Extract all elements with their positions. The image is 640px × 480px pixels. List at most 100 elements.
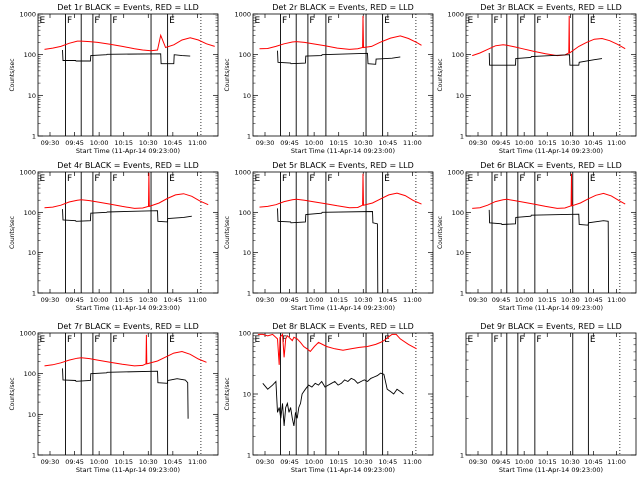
plot-frame: [465, 332, 637, 456]
state-flag: F: [94, 174, 99, 184]
state-flag: F: [327, 16, 332, 26]
x-tick-label: 09:30: [469, 139, 488, 147]
y-tick-label: 1000: [447, 11, 464, 19]
x-tick-label: 11:00: [607, 296, 626, 304]
x-tick-label: 11:00: [403, 296, 422, 304]
state-flag: E: [384, 174, 390, 184]
state-flag: E: [40, 16, 46, 26]
x-tick-label: 09:45: [65, 139, 84, 147]
panel-title: Det 5r BLACK = Events, RED = LLD: [272, 161, 414, 170]
state-flag: F: [327, 174, 332, 184]
x-tick-label: 09:30: [469, 296, 488, 304]
x-tick-label: 10:00: [305, 139, 324, 147]
plot-frame: [37, 171, 219, 294]
y-tick-label: 100: [24, 370, 36, 378]
x-tick-label: 09:45: [65, 296, 84, 304]
state-flag: F: [494, 335, 499, 345]
y-tick-label: 100: [239, 209, 251, 217]
panel-title: Det 4r BLACK = Events, RED = LLD: [57, 161, 199, 170]
x-tick-label: 10:00: [515, 296, 534, 304]
x-tick-label: 09:30: [256, 296, 275, 304]
plot-frame: [37, 13, 219, 137]
x-tick-label: 09:45: [280, 458, 299, 466]
state-flag: E: [590, 174, 596, 184]
x-tick-label: 11:00: [188, 296, 207, 304]
event-rate-line: [262, 372, 404, 426]
panel-title: Det 7r BLACK = Events, RED = LLD: [57, 322, 199, 331]
state-flag: E: [40, 335, 46, 345]
state-flag: F: [536, 174, 541, 184]
y-tick-label: 10: [456, 249, 464, 257]
y-tick-label: 10: [243, 249, 251, 257]
x-tick-label: 10:45: [163, 139, 182, 147]
lld-rate-line: [259, 173, 422, 209]
panel-title: Det 9r BLACK = Events, RED = LLD: [480, 322, 622, 331]
x-tick-label: 11:00: [403, 458, 422, 466]
lld-rate-line: [257, 333, 417, 365]
y-axis-label: Counts/sec: [9, 58, 16, 91]
y-tick-label: 100: [239, 51, 251, 59]
x-tick-label: 10:45: [584, 296, 603, 304]
state-flag: E: [255, 16, 261, 26]
event-rate-line: [277, 50, 401, 65]
state-flag: E: [384, 335, 390, 345]
x-tick-label: 10:00: [305, 458, 324, 466]
x-tick-label: 10:00: [90, 139, 109, 147]
state-flag: E: [169, 16, 175, 26]
x-tick-label: 10:45: [378, 139, 397, 147]
state-flag: F: [327, 335, 332, 345]
y-axis-label: Counts/sec: [9, 216, 16, 249]
state-flag: E: [468, 16, 474, 26]
state-flag: F: [536, 16, 541, 26]
state-flag: F: [94, 335, 99, 345]
x-tick-label: 10:00: [515, 139, 534, 147]
x-tick-label: 10:45: [378, 458, 397, 466]
panel-title: Det 2r BLACK = Events, RED = LLD: [272, 3, 414, 12]
x-axis-label: Start Time (11-Apr-14 09:23:00): [291, 466, 395, 474]
x-tick-label: 10:30: [139, 296, 158, 304]
x-tick-label: 10:15: [114, 139, 133, 147]
x-tick-label: 10:00: [515, 458, 534, 466]
panel-5: Det 5r BLACK = Events, RED = LLD 1 10 100 10…: [224, 161, 434, 312]
y-tick-label: 1: [247, 452, 251, 460]
x-tick-label: 09:45: [492, 139, 511, 147]
state-flag: E: [40, 174, 46, 184]
x-tick-label: 10:15: [538, 296, 557, 304]
y-tick-label: 1: [32, 452, 36, 460]
panel-title: Det 3r BLACK = Events, RED = LLD: [480, 3, 622, 12]
x-tick-label: 10:30: [139, 139, 158, 147]
panel-3: Det 3r BLACK = Events, RED = LLD 1 10 100 10…: [437, 3, 637, 155]
x-tick-label: 11:00: [607, 458, 626, 466]
state-flag: E: [169, 174, 175, 184]
y-tick-label: 1: [460, 133, 464, 141]
panel-9: Det 9r BLACK = Events, RED = LLD 1 09:30 09…: [460, 322, 637, 474]
y-tick-label: 100: [24, 51, 36, 59]
lld-rate-line: [44, 172, 209, 209]
x-axis-label: Start Time (11-Apr-14 09:23:00): [499, 147, 603, 155]
lld-rate-line: [259, 15, 422, 50]
lld-rate-line: [472, 173, 626, 209]
panel-title: Det 6r BLACK = Events, RED = LLD: [480, 161, 622, 170]
x-tick-label: 10:45: [163, 458, 182, 466]
y-tick-label: 10: [243, 92, 251, 100]
state-flag: F: [282, 16, 287, 26]
state-flag: F: [494, 16, 499, 26]
y-tick-label: 1: [247, 290, 251, 298]
state-flag: E: [255, 335, 261, 345]
x-tick-label: 10:15: [114, 296, 133, 304]
x-tick-label: 09:30: [41, 458, 60, 466]
x-tick-label: 11:00: [188, 139, 207, 147]
y-axis-label: Counts/sec: [437, 216, 444, 249]
state-flag: F: [112, 174, 117, 184]
x-tick-label: 10:45: [584, 458, 603, 466]
x-tick-label: 09:45: [280, 139, 299, 147]
state-flag: F: [536, 335, 541, 345]
y-tick-label: 100: [24, 209, 36, 217]
panel-4: Det 4r BLACK = Events, RED = LLD 1 10 100 10…: [9, 161, 219, 312]
x-tick-label: 10:45: [584, 139, 603, 147]
event-rate-line: [62, 368, 189, 419]
state-flag: E: [590, 16, 596, 26]
plot-frame: [465, 171, 637, 294]
state-flag: F: [309, 174, 314, 184]
state-flag: F: [112, 16, 117, 26]
